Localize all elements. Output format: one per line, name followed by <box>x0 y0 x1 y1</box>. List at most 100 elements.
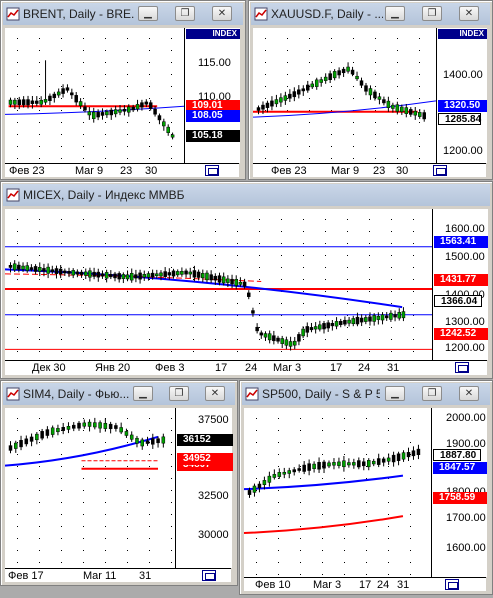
candle-body <box>213 275 218 281</box>
price-chart[interactable] <box>5 408 175 568</box>
close-icon: ✕ <box>464 8 474 19</box>
candle-body <box>17 99 22 105</box>
candle-body <box>386 457 391 462</box>
title-bar[interactable]: SP500, Daily - S & P 5... ▁ ❐ ✕ <box>242 383 490 405</box>
candle-body <box>318 324 322 330</box>
time-tick: Mar 3 <box>273 362 302 374</box>
candle-body <box>155 273 159 277</box>
price-chart[interactable] <box>253 28 436 163</box>
candle-body <box>163 271 167 277</box>
candle-body <box>251 310 255 314</box>
title-bar[interactable]: MICEX, Daily - Индекс ММВБ <box>3 184 490 206</box>
candle-body <box>29 436 34 442</box>
scroll-to-end-icon[interactable] <box>445 579 459 590</box>
restore-button[interactable]: ❐ <box>175 6 195 21</box>
close-icon: ✕ <box>217 8 227 19</box>
close-button[interactable]: ✕ <box>212 6 232 21</box>
window-title: MICEX, Daily - Индекс ММВБ <box>23 188 185 202</box>
candle-body <box>342 460 346 468</box>
price-chart[interactable] <box>5 209 432 360</box>
price-tag-blue: 1847.57 <box>433 462 487 474</box>
candle-body <box>79 271 84 275</box>
candle-body <box>404 107 409 114</box>
close-button[interactable]: ✕ <box>459 386 479 401</box>
candle-body <box>422 112 426 120</box>
candle-body <box>401 452 406 460</box>
candle-body <box>319 79 323 83</box>
time-tick: 17 <box>359 579 372 591</box>
minimize-button[interactable]: ▁ <box>385 6 405 21</box>
minimize-icon: ▁ <box>144 8 152 19</box>
price-chart[interactable] <box>5 28 184 163</box>
candle-body <box>12 263 17 271</box>
restore-button[interactable]: ❐ <box>422 6 442 21</box>
candle-body <box>8 99 13 105</box>
close-icon: ✕ <box>464 388 474 399</box>
candle-body <box>416 448 421 456</box>
candle-body <box>409 109 413 115</box>
price-axis: 2000.00 1900.00 1800.00 1700.00 1600.00 … <box>431 408 487 577</box>
scroll-to-end-icon[interactable] <box>202 570 216 581</box>
time-tick: Фев 3 <box>155 362 185 374</box>
candle-body <box>87 421 92 427</box>
chart-window-sp500[interactable]: SP500, Daily - S & P 5... ▁ ❐ ✕ 2000.00 … <box>239 380 493 595</box>
minimize-button[interactable]: ▁ <box>138 6 158 21</box>
candle-body <box>209 274 213 281</box>
close-button[interactable]: ✕ <box>205 386 225 401</box>
candle-body <box>221 276 226 284</box>
minimize-button[interactable]: ▁ <box>385 386 405 401</box>
candle-body <box>50 269 55 272</box>
time-tick: Mar 3 <box>313 579 342 591</box>
title-bar[interactable]: BRENT, Daily - BRE... ▁ ❐ ✕ <box>3 3 243 25</box>
candle-body <box>150 272 155 278</box>
candle-body <box>188 271 192 275</box>
candle-body <box>313 326 318 330</box>
candle-body <box>105 111 109 116</box>
price-tag-last: 36152 <box>177 434 233 446</box>
minimize-button[interactable]: ▁ <box>133 386 153 401</box>
candle-body <box>297 89 301 95</box>
chart-window-micex[interactable]: MICEX, Daily - Индекс ММВБ 1600.00 1500.… <box>0 181 493 379</box>
scroll-to-end-icon[interactable] <box>205 165 219 176</box>
chart-window-sim4[interactable]: SIM4, Daily - Фью... ▁ ❐ ✕ 37500 32500 3… <box>0 380 238 586</box>
candle-body <box>205 272 209 281</box>
scroll-to-end-icon[interactable] <box>433 165 447 176</box>
candle-body <box>305 326 310 333</box>
price-chart[interactable] <box>244 408 431 577</box>
candle-body <box>396 453 401 461</box>
price-tag-red: 1431.77 <box>434 274 488 286</box>
restore-button[interactable]: ❐ <box>422 386 442 401</box>
time-axis: Фев 17 Mar 11 31 <box>5 568 231 582</box>
candle-body <box>91 111 96 119</box>
candle-body <box>302 464 306 472</box>
chart-window-icon <box>6 188 20 202</box>
candle-body <box>373 91 377 99</box>
candle-body <box>288 93 292 99</box>
candle-body <box>242 281 247 287</box>
restore-button[interactable]: ❐ <box>169 386 189 401</box>
chart-window-xauusd[interactable]: XAUUSD.F, Daily - ... ▁ ❐ ✕ INDEX 1400.0… <box>248 0 493 180</box>
close-button[interactable]: ✕ <box>459 6 479 21</box>
candle-body <box>328 73 332 80</box>
candle-body <box>367 460 371 468</box>
chart-window-icon <box>6 7 20 21</box>
candle-body <box>146 273 151 278</box>
candle-body <box>175 271 180 276</box>
chart-window-brent[interactable]: BRENT, Daily - BRE... ▁ ❐ ✕ INDEX 115.00… <box>0 0 246 180</box>
title-bar[interactable]: XAUUSD.F, Daily - ... ▁ ❐ ✕ <box>251 3 490 25</box>
scroll-to-end-icon[interactable] <box>455 362 469 373</box>
price-tag-red: 34952 <box>177 453 233 465</box>
title-bar[interactable]: SIM4, Daily - Фью... ▁ ❐ ✕ <box>3 383 235 405</box>
time-tick: 30 <box>396 165 409 177</box>
window-title: SIM4, Daily - Фью... <box>23 387 130 401</box>
candle-body <box>391 104 395 109</box>
candle-body <box>140 439 144 447</box>
candle-body <box>77 422 81 429</box>
candle-body <box>384 315 389 319</box>
candle-body <box>217 275 222 283</box>
price-tag-last: 105.18 <box>186 130 240 142</box>
candle-body <box>400 106 404 113</box>
candle-body <box>166 126 170 133</box>
candle-body <box>247 490 252 495</box>
grid <box>17 219 414 352</box>
